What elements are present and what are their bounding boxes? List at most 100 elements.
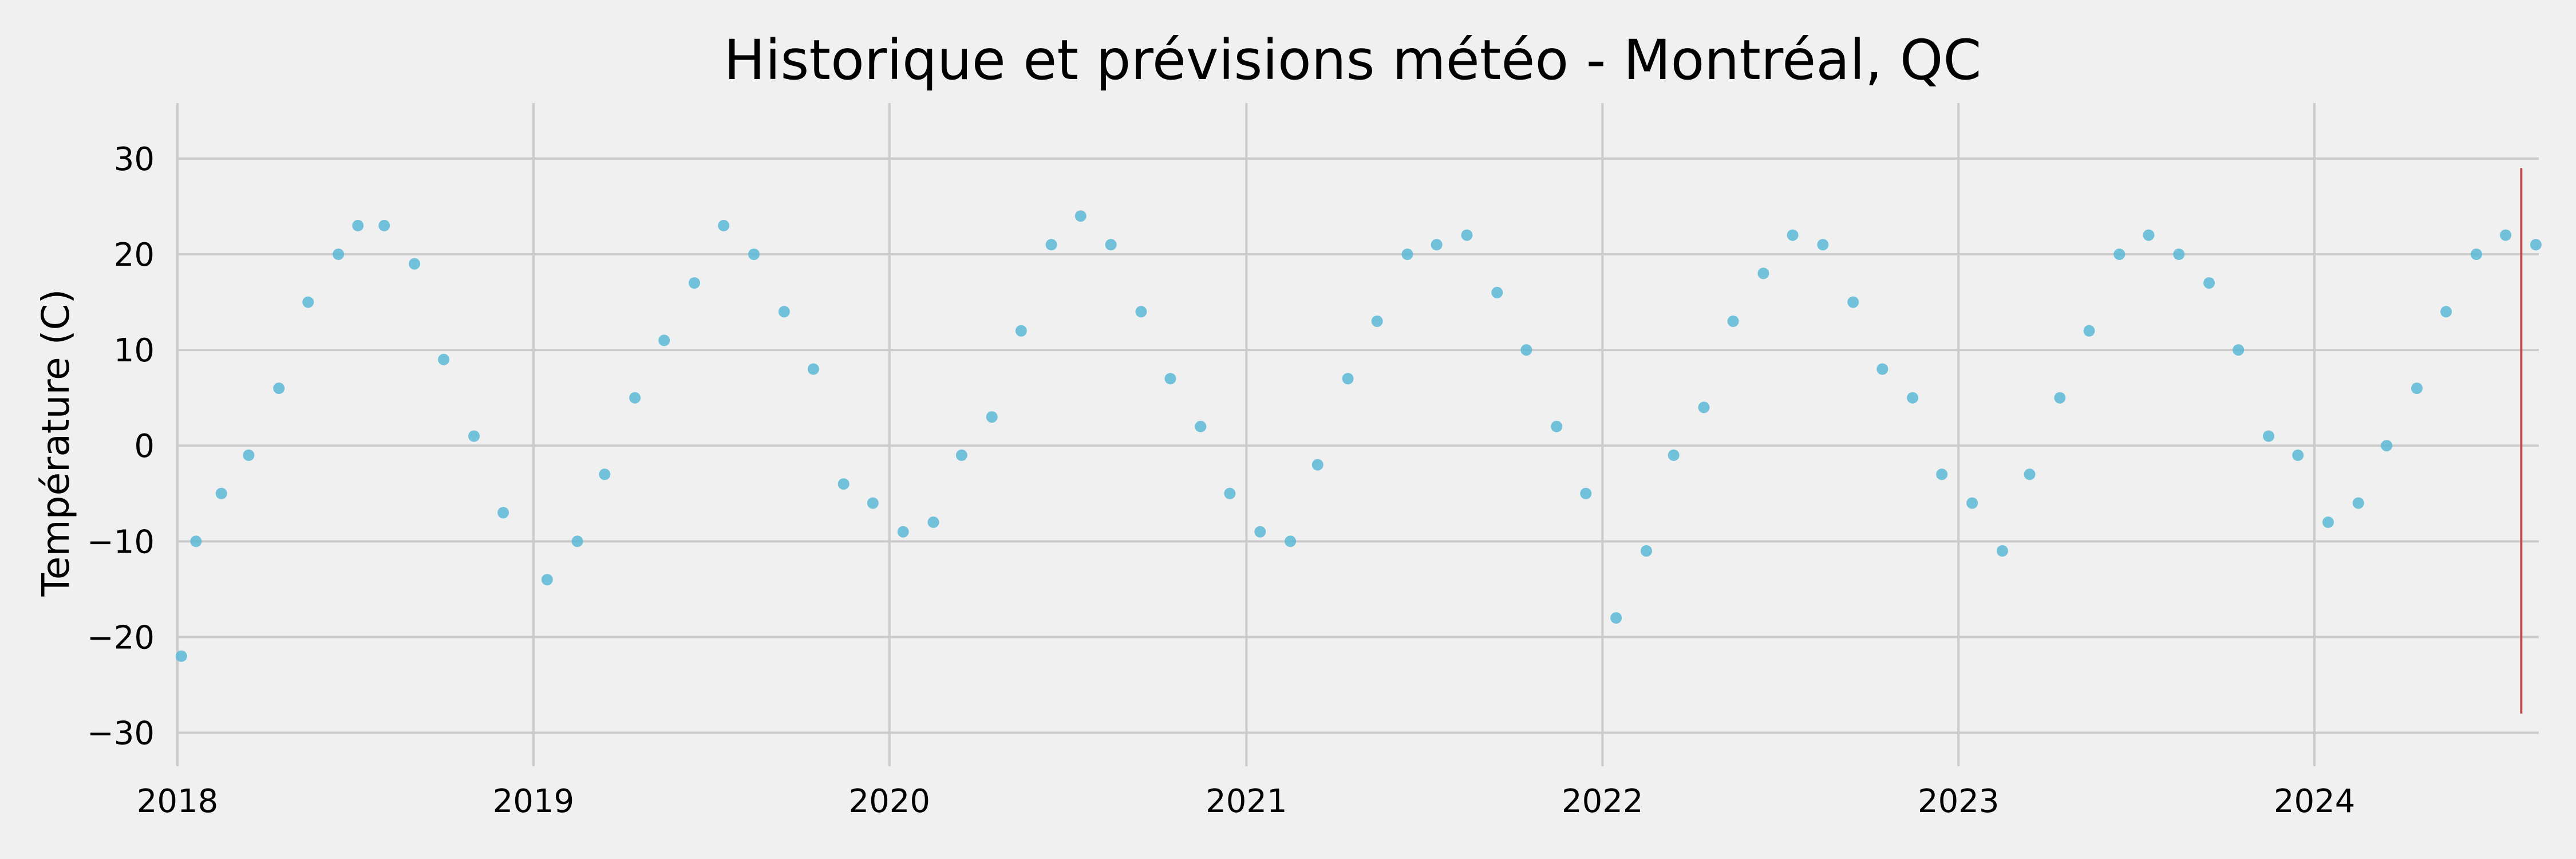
temperature-point <box>1371 316 1383 327</box>
temperature-point <box>1966 497 1978 509</box>
temperature-point <box>1757 267 1769 279</box>
temperature-point <box>1074 210 1086 222</box>
temperature-point <box>2263 430 2274 442</box>
temperature-point <box>1580 487 1592 499</box>
temperature-point <box>2143 229 2155 241</box>
temperature-point <box>927 516 939 528</box>
temperature-point <box>1727 316 1739 327</box>
temperature-point <box>2352 497 2364 509</box>
temperature-point <box>986 411 998 423</box>
temperature-point <box>302 296 314 308</box>
x-tick-label: 2023 <box>1918 783 2000 820</box>
temperature-point <box>175 650 187 662</box>
temperature-point <box>2173 249 2185 260</box>
temperature-point <box>1105 239 1117 251</box>
temperature-point <box>2322 516 2334 528</box>
y-tick-label: 0 <box>134 428 155 465</box>
y-tick-label: −20 <box>87 619 155 656</box>
temperature-point <box>658 334 670 346</box>
temperature-point <box>2292 449 2304 461</box>
temperature-point <box>243 449 255 461</box>
temperature-point <box>1461 229 1473 241</box>
temperature-point <box>2381 440 2393 452</box>
temperature-point <box>1342 373 1354 385</box>
temperature-point <box>333 249 345 260</box>
temperature-point <box>273 383 285 394</box>
temperature-point <box>2411 383 2423 394</box>
temperature-point <box>352 219 364 231</box>
temperature-point <box>1195 420 1207 432</box>
temperature-point <box>1254 526 1266 538</box>
x-tick-label: 2021 <box>1206 783 1287 820</box>
temperature-point <box>1520 344 1532 356</box>
temperature-point <box>1135 306 1147 318</box>
x-tick-label: 2019 <box>493 783 575 820</box>
temperature-point <box>215 487 227 499</box>
temperature-point <box>1015 325 1027 337</box>
temperature-point <box>837 478 850 490</box>
temperature-point <box>629 392 641 404</box>
temperature-point <box>1045 239 1057 251</box>
temperature-point <box>778 306 790 318</box>
y-axis-label: Température (C) <box>34 289 78 597</box>
temperature-points <box>175 210 2542 662</box>
temperature-point <box>541 574 553 586</box>
temperature-point <box>748 249 760 260</box>
temperature-point <box>2054 392 2066 404</box>
temperature-point <box>1641 545 1652 557</box>
temperature-point <box>497 507 509 519</box>
temperature-point <box>1668 449 1680 461</box>
temperature-point <box>2530 239 2542 251</box>
temperature-point <box>1285 535 1297 547</box>
temperature-point <box>378 219 390 231</box>
temperature-point <box>1876 363 1888 375</box>
temperature-point <box>2440 306 2452 318</box>
temperature-point <box>1311 459 1323 471</box>
temperature-point <box>1401 249 1413 260</box>
temperature-point <box>2471 249 2482 260</box>
temperature-point <box>1936 468 1948 480</box>
x-tick-label: 2018 <box>137 783 219 820</box>
temperature-point <box>867 497 879 509</box>
temperature-point <box>2500 229 2512 241</box>
temperature-point <box>1847 296 1859 308</box>
temperature-point <box>190 535 202 547</box>
y-tick-label: −30 <box>87 715 155 752</box>
temperature-point <box>1551 420 1563 432</box>
temperature-point <box>571 535 583 547</box>
temperature-point <box>599 468 611 480</box>
temperature-point <box>2233 344 2245 356</box>
y-tick-label: 30 <box>114 141 155 178</box>
temperature-point <box>438 353 450 365</box>
grid <box>176 103 2539 766</box>
temperature-point <box>409 258 420 270</box>
y-tick-label: 10 <box>114 332 155 369</box>
x-tick-label: 2020 <box>849 783 931 820</box>
temperature-point <box>1224 487 1236 499</box>
temperature-point <box>1431 239 1443 251</box>
y-tick-label: −10 <box>87 523 155 561</box>
temperature-point <box>1491 286 1503 298</box>
temperature-point <box>468 430 480 442</box>
tick-labels: 30 20 10 0 −10 −20 −30 2018 2019 2020 2021 2022 2023… <box>87 141 2356 820</box>
temperature-point <box>1907 392 1919 404</box>
temperature-point <box>1817 239 1829 251</box>
chart-title: Historique et prévisions météo - Montréa… <box>724 28 1982 92</box>
temperature-point <box>1787 229 1799 241</box>
temperature-point <box>897 526 909 538</box>
temperature-point <box>2024 468 2036 480</box>
x-tick-label: 2022 <box>1562 783 1643 820</box>
temperature-point <box>807 363 819 375</box>
temperature-point <box>2113 249 2125 260</box>
temperature-point <box>1996 545 2008 557</box>
temperature-point <box>955 449 967 461</box>
temperature-point <box>1610 612 1622 624</box>
temperature-point <box>2083 325 2095 337</box>
temperature-point <box>718 219 730 231</box>
temperature-point <box>1698 401 1710 413</box>
temperature-point <box>1164 373 1176 385</box>
y-tick-label: 20 <box>114 237 155 274</box>
x-tick-label: 2024 <box>2274 783 2356 820</box>
temperature-point <box>2203 277 2215 289</box>
